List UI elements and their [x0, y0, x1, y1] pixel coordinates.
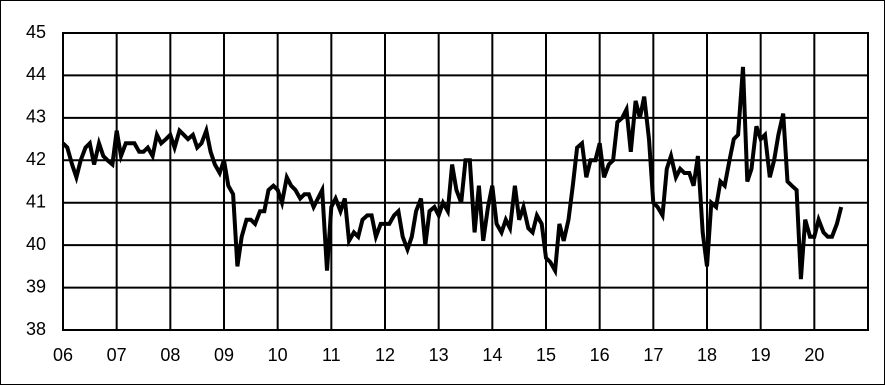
x-tick-label: 09 — [214, 345, 234, 365]
x-tick-label: 14 — [482, 345, 502, 365]
y-tick-label: 43 — [26, 107, 46, 127]
y-tick-label: 44 — [26, 64, 46, 84]
x-tick-label: 17 — [643, 345, 663, 365]
x-tick-label: 13 — [429, 345, 449, 365]
x-tick-label: 12 — [375, 345, 395, 365]
y-tick-label: 38 — [26, 319, 46, 339]
x-tick-label: 20 — [804, 345, 824, 365]
x-tick-label: 06 — [53, 345, 73, 365]
y-tick-label: 40 — [26, 234, 46, 254]
plot-frame — [62, 32, 869, 331]
x-tick-label: 10 — [268, 345, 288, 365]
line-series — [61, 66, 844, 280]
x-tick-label: 11 — [322, 345, 341, 365]
x-tick-label: 07 — [107, 345, 127, 365]
x-tick-label: 08 — [160, 345, 180, 365]
x-tick-label: 19 — [751, 345, 771, 365]
y-tick-label: 45 — [26, 22, 46, 42]
y-tick-label: 41 — [26, 191, 46, 211]
y-tick-label: 39 — [26, 276, 46, 296]
y-tick-label: 42 — [26, 149, 46, 169]
x-tick-label: 18 — [697, 345, 717, 365]
x-tick-label: 15 — [536, 345, 556, 365]
x-tick-label: 16 — [590, 345, 610, 365]
